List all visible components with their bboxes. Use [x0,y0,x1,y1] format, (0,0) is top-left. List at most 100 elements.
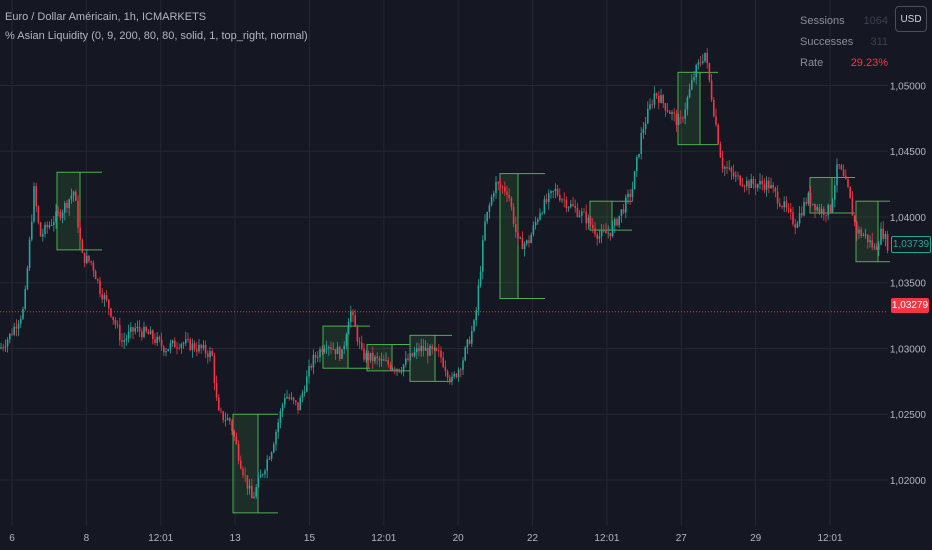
candle-body [374,356,376,362]
candle-body [253,496,255,499]
y-tick-label: 1,03000 [890,344,927,355]
chart-title: Euro / Dollar Américain, 1h, ICMARKETS [5,11,207,23]
candle-body [398,369,400,372]
candle-body [574,205,576,208]
candle-body [0,347,2,349]
candle-body [33,186,35,222]
candle-body [325,348,328,350]
candle-body [288,396,290,399]
candle-body [46,224,48,228]
candle-body [187,339,189,341]
x-tick-label: 6 [9,533,15,544]
candle-body [851,198,854,216]
candle-body [715,116,717,125]
candle-body [328,347,330,349]
candle-body [704,52,706,62]
candle-body [264,470,266,475]
candle-body [820,208,823,213]
candle-body [66,202,68,209]
candle-body [576,207,579,217]
candle-body [39,222,42,237]
candle-body [805,202,807,204]
y-tick-label: 1,04000 [890,213,927,224]
candle-body [48,224,51,228]
candle-body [86,255,88,264]
currency-button[interactable]: USD [895,6,927,32]
candle-body [352,311,354,316]
candle-body [488,205,491,212]
candle-body [622,209,625,213]
candle-body [160,339,163,347]
candle-body [460,369,462,371]
candle-body [875,246,878,250]
session-box [589,200,613,231]
candle-body [44,224,46,235]
candle-body [416,348,418,353]
candle-body [565,199,568,209]
candle-body [438,350,440,352]
candle-body [229,418,231,422]
x-tick-label: 27 [676,533,688,544]
candle-body [147,331,150,335]
candle-body [244,474,246,476]
candle-body [504,187,506,192]
candle-body [108,299,110,309]
candle-body [834,185,836,200]
candle-body [15,326,18,329]
candle-body [204,344,207,354]
candle-body [880,228,882,245]
candle-body [387,360,389,365]
candle-body [9,333,11,340]
candle-body [418,348,420,352]
candle-body [528,240,530,244]
candle-body [660,95,662,103]
candle-body [490,196,493,206]
candle-body [97,279,99,281]
candle-body [781,206,783,208]
candle-body [297,402,299,411]
candle-body [587,217,590,224]
candle-body [59,211,62,218]
candle-body [281,404,284,412]
candle-body [389,364,392,370]
candle-body [510,198,513,208]
y-tick-label: 1,02500 [890,410,927,421]
y-tick-label: 1,02000 [890,476,927,487]
candle-body [477,285,480,311]
candle-body [257,477,260,488]
candle-body [407,358,409,361]
session-box [409,334,436,382]
stat-successes: Successes 311 [800,31,888,52]
candle-body [79,227,81,240]
candle-body [728,167,730,169]
candle-body [347,321,350,335]
candle-body [235,436,238,445]
candle-body [809,192,812,205]
candle-body [567,207,570,209]
x-tick-label: 12:01 [148,533,173,544]
candle-body [314,354,317,358]
candle-body [594,228,596,235]
candle-body [343,345,345,350]
candle-body [633,171,636,190]
candle-body [431,346,433,350]
candle-body [237,444,240,461]
candle-body [666,110,669,112]
candle-body [246,475,249,489]
candle-body [545,199,548,203]
candle-body [378,358,381,361]
indicator-label[interactable]: % Asian Liquidity (0, 9, 200, 80, 80, so… [5,30,308,42]
candle-body [684,109,686,119]
candle-body [134,328,136,332]
candle-body [732,172,735,177]
candle-body [413,352,416,357]
candle-body [176,347,178,349]
price-axis: 1,05000 1,04500 1,04000 1,03500 1,03000 1,025… [890,81,927,487]
stat-label: Sessions [800,14,845,27]
candle-body [840,165,843,170]
candle-body [222,411,224,421]
candle-body [673,112,675,114]
candle-body [55,211,57,223]
candle-body [818,207,821,213]
